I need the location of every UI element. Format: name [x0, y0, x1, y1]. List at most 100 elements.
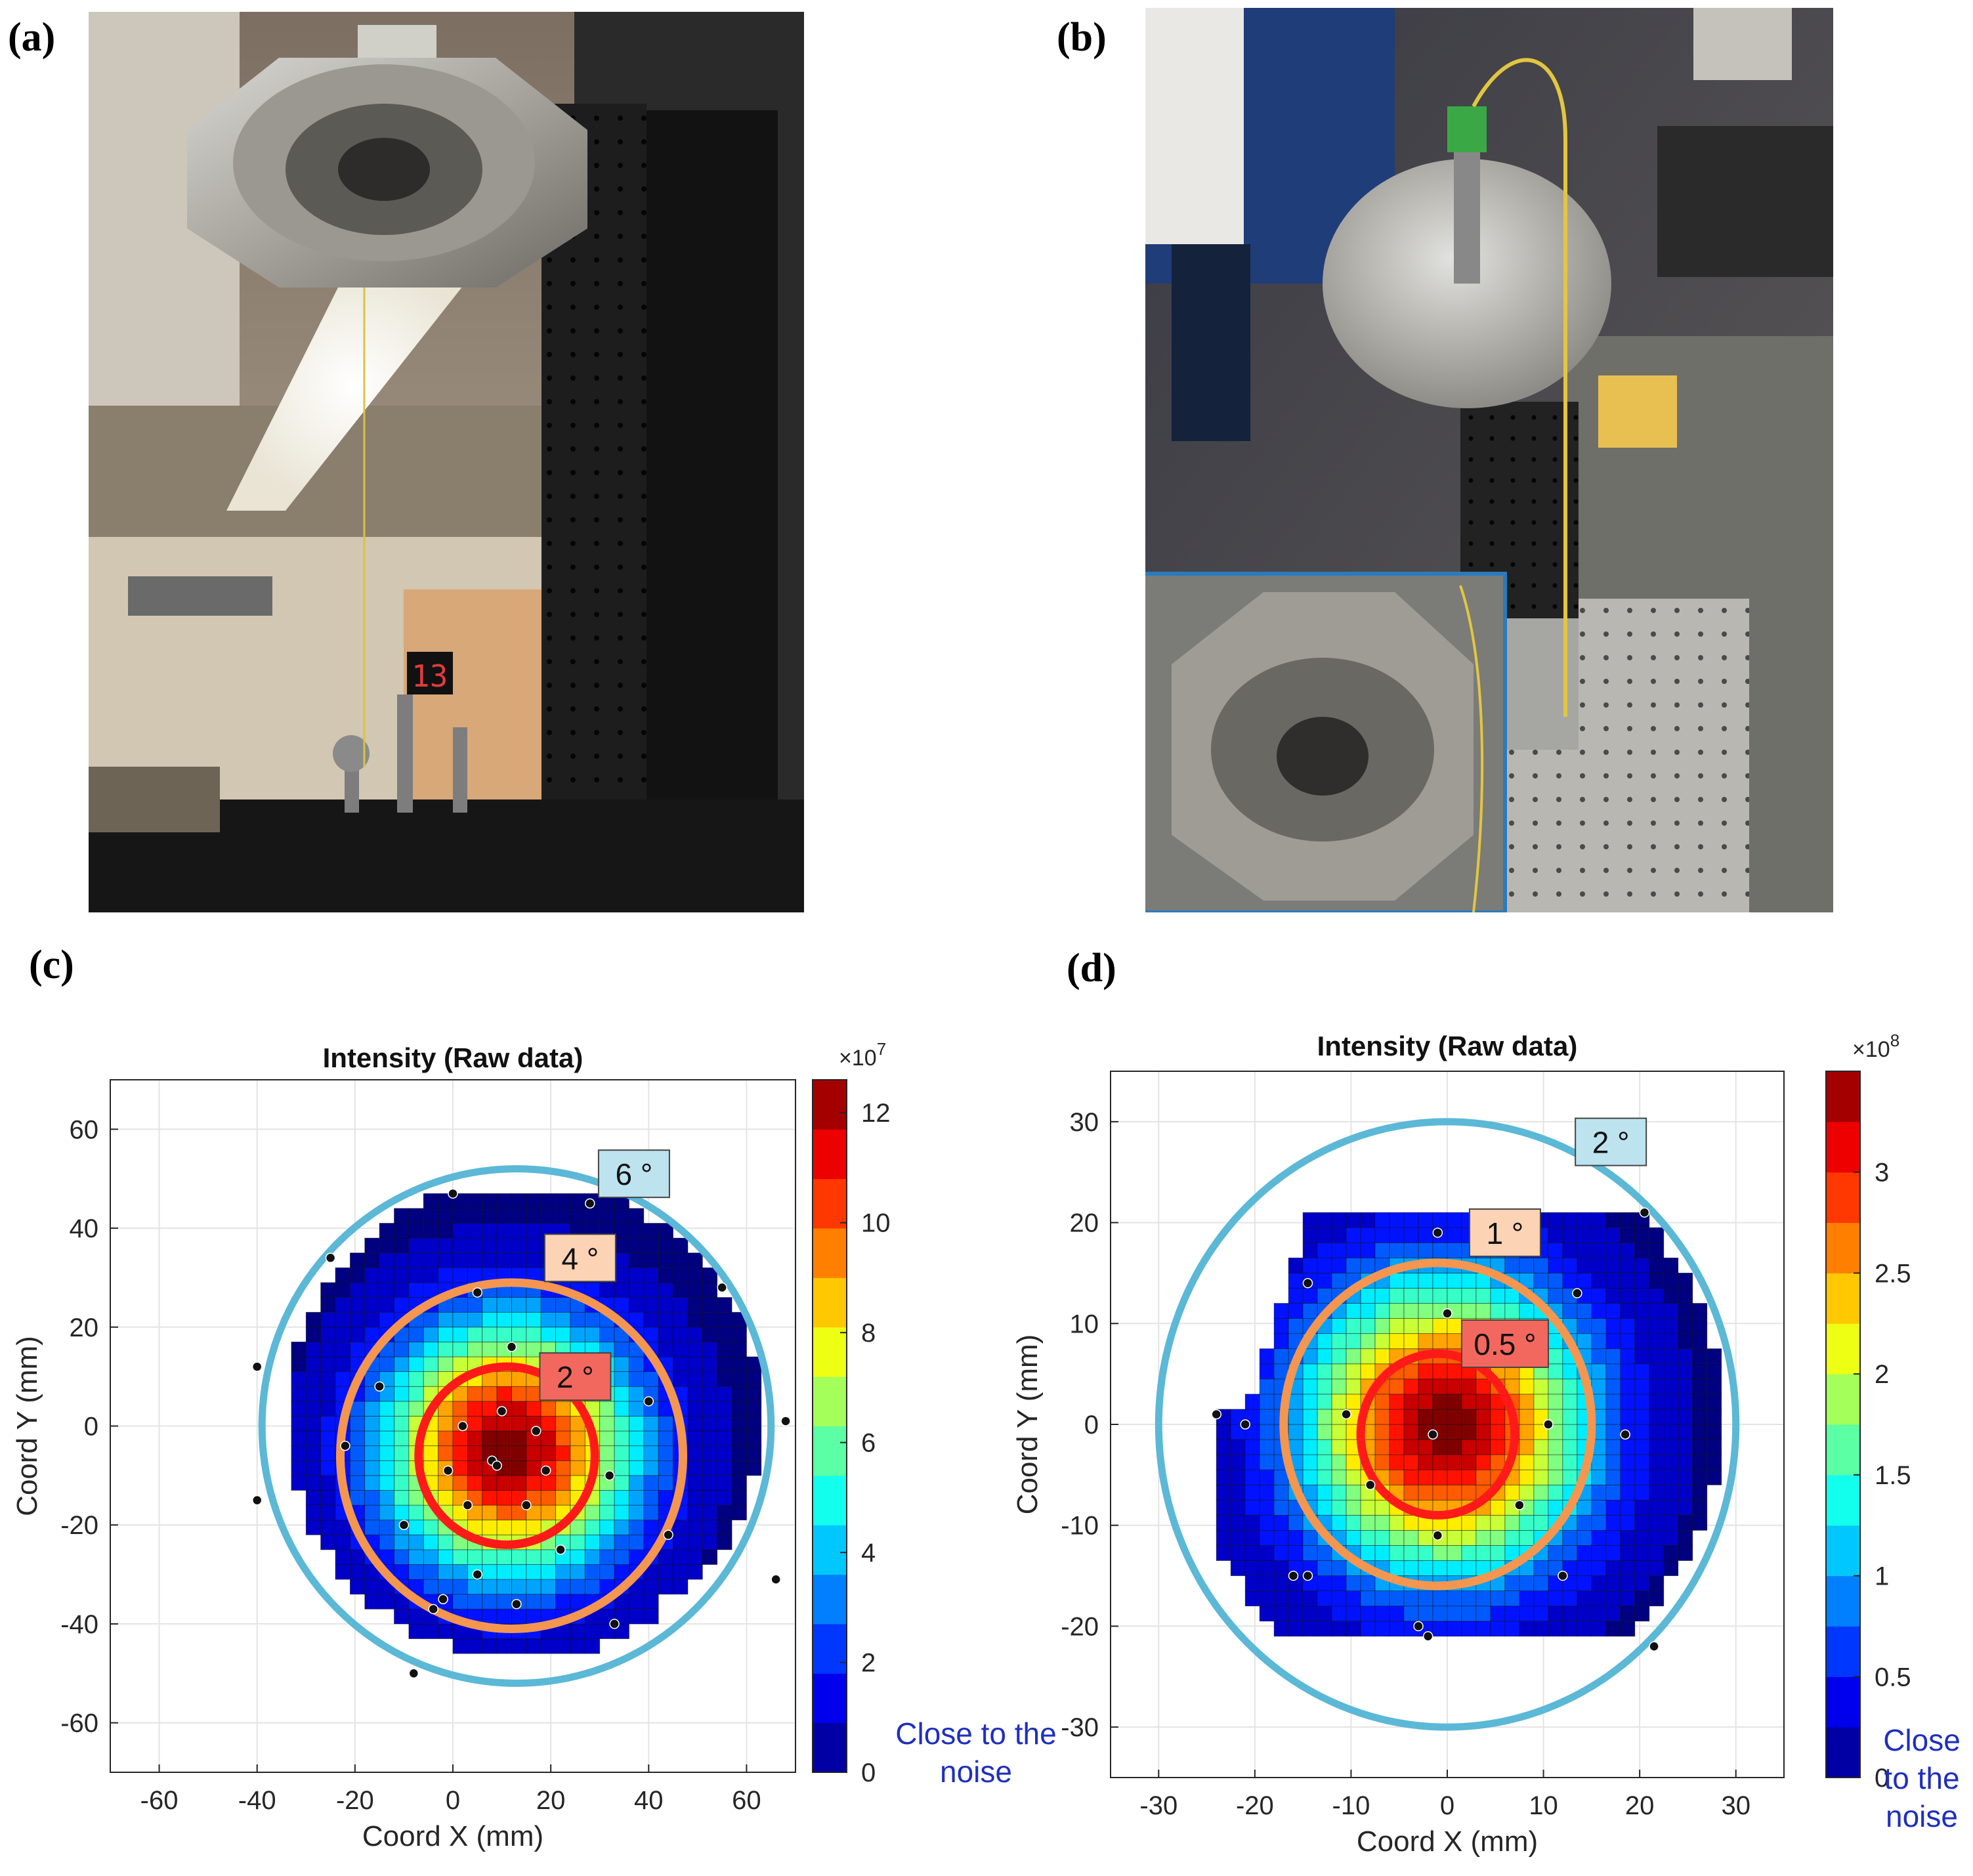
heatmap-cell: [1461, 1303, 1477, 1319]
heatmap-cell: [1562, 1606, 1578, 1622]
heatmap-cell: [482, 1208, 498, 1224]
heatmap-cell: [423, 1623, 439, 1639]
heatmap-cell: [379, 1297, 394, 1313]
heatmap-cell: [1244, 1529, 1260, 1546]
heatmap-cell: [658, 1490, 673, 1506]
heatmap-cell: [629, 1297, 645, 1313]
heatmap-cell: [1374, 1318, 1390, 1334]
heatmap-cell: [570, 1534, 585, 1550]
heatmap-cell: [1605, 1424, 1621, 1440]
heatmap-cell: [1577, 1227, 1592, 1243]
heatmap-cell: [1692, 1378, 1708, 1395]
heatmap-cell: [629, 1445, 645, 1461]
heatmap-cell: [1288, 1590, 1304, 1607]
heatmap-cell: [570, 1327, 585, 1342]
colorbar-step: [813, 1426, 847, 1476]
heatmap-cell: [1331, 1333, 1347, 1350]
x-tick-label: 10: [1529, 1791, 1558, 1820]
heatmap-cell: [1317, 1394, 1332, 1410]
heatmap-cell: [526, 1520, 541, 1535]
heatmap-cell: [1475, 1394, 1491, 1410]
heatmap-cell: [1288, 1303, 1304, 1319]
heatmap-cell: [379, 1267, 394, 1283]
colorbar-exponent-power: 8: [1890, 1031, 1899, 1050]
heatmap-cell: [452, 1208, 468, 1224]
heatmap-cell: [717, 1430, 732, 1447]
heatmap-cell: [1389, 1621, 1405, 1637]
heatmap-cell: [1244, 1560, 1260, 1576]
heatmap-cell: [614, 1386, 629, 1402]
heatmap-cell: [1663, 1318, 1679, 1334]
heatmap-cell: [1649, 1227, 1665, 1243]
heatmap-cell: [364, 1594, 380, 1610]
heatmap-cell: [482, 1252, 498, 1268]
heatmap-cell: [687, 1267, 703, 1283]
heatmap-cell: [408, 1208, 424, 1224]
heatmap-cell: [467, 1267, 483, 1283]
heatmap-cell: [1259, 1454, 1275, 1470]
heatmap-cell: [1519, 1606, 1535, 1622]
heatmap-cell: [687, 1341, 703, 1357]
heatmap-cell: [1490, 1454, 1506, 1470]
heatmap-cell: [1389, 1590, 1405, 1607]
heatmap-cell: [658, 1564, 673, 1580]
y-tick-label: 40: [70, 1214, 99, 1243]
heatmap-cell: [1331, 1439, 1347, 1455]
heatmap-cell: [291, 1430, 307, 1447]
heatmap-cell: [320, 1490, 336, 1506]
ring-label-box-0: [1575, 1117, 1647, 1166]
heatmap-cell: [482, 1237, 498, 1254]
heatmap-cell: [1331, 1484, 1347, 1501]
measurement-point: [472, 1569, 483, 1580]
heatmap-cell: [555, 1327, 571, 1342]
heatmap-cell: [467, 1237, 483, 1254]
heatmap-cell: [305, 1371, 322, 1387]
heatmap-cell: [584, 1638, 601, 1654]
heatmap-cell: [1418, 1590, 1433, 1607]
heatmap-cell: [1707, 1439, 1722, 1455]
heatmap-cell: [570, 1445, 585, 1461]
heatmap-cell: [1259, 1484, 1275, 1501]
heatmap-cell: [438, 1416, 454, 1432]
heatmap-cell: [1302, 1378, 1318, 1395]
heatmap-cell: [1533, 1514, 1549, 1531]
chart-title: Intensity (Raw data): [1317, 1031, 1578, 1061]
heatmap-cell: [658, 1341, 673, 1357]
colorbar: 0 0.5 1 1.5 2 2.5 3 ×108: [1825, 1031, 1911, 1793]
heatmap-cell: [599, 1504, 615, 1521]
heatmap-cell: [1605, 1409, 1621, 1425]
measurement-point: [492, 1460, 502, 1471]
heatmap-cell: [1447, 1212, 1462, 1228]
heatmap-cell: [687, 1327, 703, 1342]
heatmap-cell: [599, 1564, 615, 1580]
heatmap-cell: [1317, 1560, 1332, 1576]
heatmap-cell: [673, 1311, 689, 1328]
heatmap-cell: [731, 1504, 747, 1521]
heatmap-cell: [1360, 1621, 1376, 1637]
heatmap-cell: [423, 1208, 439, 1224]
heatmap-cell: [1649, 1469, 1665, 1485]
heatmap-cell: [438, 1549, 454, 1565]
heatmap-cell: [687, 1445, 703, 1461]
heatmap-cell: [1649, 1333, 1665, 1350]
heatmap-cell: [1331, 1227, 1347, 1243]
heatmap-cell: [1634, 1394, 1650, 1410]
ring-0: [258, 1165, 775, 1687]
heatmap-cell: [1605, 1303, 1621, 1319]
heatmap-cell: [1620, 1348, 1636, 1365]
heatmap-cell: [438, 1252, 454, 1268]
measurement-point: [472, 1287, 483, 1298]
heatmap-cell: [526, 1401, 541, 1417]
heatmap-cell: [335, 1297, 350, 1313]
colorbar-tick-label: 0: [1875, 1764, 1889, 1793]
heatmap-cell: [320, 1534, 336, 1550]
colorbar-tick-label: 10: [861, 1209, 891, 1238]
heatmap-cell: [673, 1564, 689, 1580]
heatmap-cell: [1519, 1394, 1535, 1410]
heatmap-cell: [305, 1356, 322, 1373]
heatmap-cell: [731, 1327, 747, 1342]
heatmap-cell: [658, 1252, 673, 1268]
heatmap-cell: [364, 1297, 380, 1313]
heatmap-cell: [526, 1564, 541, 1580]
heatmap-cell: [1634, 1424, 1650, 1440]
